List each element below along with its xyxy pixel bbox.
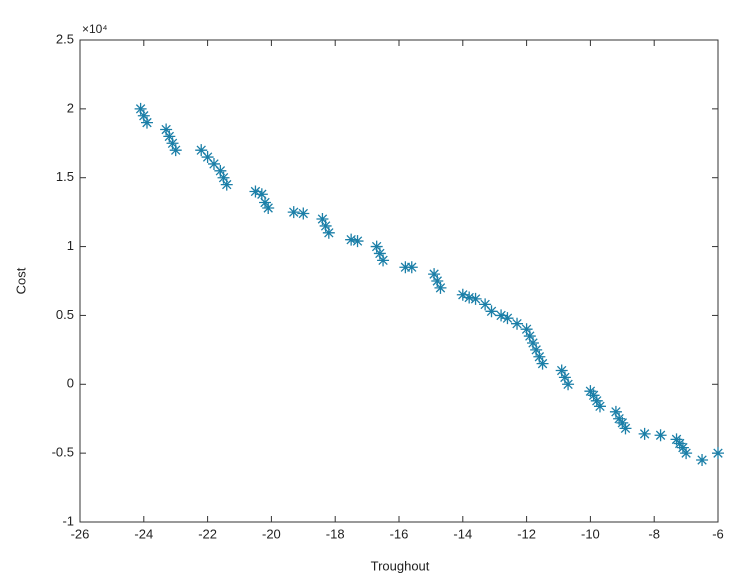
marker [249, 185, 262, 198]
marker [523, 330, 536, 343]
marker [259, 196, 272, 209]
marker [377, 254, 390, 267]
y-tick-label: 1 [67, 238, 74, 253]
marker [255, 188, 268, 201]
marker [169, 144, 182, 157]
marker [495, 309, 508, 322]
marker [479, 298, 492, 311]
marker [207, 157, 220, 170]
marker [555, 364, 568, 377]
x-tick-label: -26 [71, 526, 90, 541]
marker [680, 447, 693, 460]
marker [676, 441, 689, 454]
marker [456, 288, 469, 301]
marker [195, 144, 208, 157]
marker [485, 305, 498, 318]
marker [638, 427, 651, 440]
marker [562, 378, 575, 391]
marker [137, 109, 150, 122]
marker [370, 240, 383, 253]
marker [536, 357, 549, 370]
marker [405, 261, 418, 274]
x-tick-label: -14 [453, 526, 472, 541]
y-tick-label: 1.5 [56, 169, 74, 184]
marker [526, 336, 539, 349]
y-axis-label: Cost [13, 267, 28, 294]
marker [428, 268, 441, 281]
plot-frame [79, 39, 719, 523]
marker [619, 422, 632, 435]
marker [220, 178, 233, 191]
marker [469, 292, 482, 305]
marker [558, 371, 571, 384]
x-tick-label: -16 [390, 526, 409, 541]
x-tick-label: -8 [648, 526, 660, 541]
marker [163, 130, 176, 143]
x-tick-label: -12 [517, 526, 536, 541]
x-axis-label: Troughout [371, 558, 430, 573]
marker [501, 312, 514, 325]
marker [373, 247, 386, 260]
marker [696, 454, 709, 467]
marker [214, 164, 227, 177]
marker [351, 235, 364, 248]
marker [434, 281, 447, 294]
x-tick-label: -20 [262, 526, 281, 541]
marker [319, 219, 332, 232]
marker [712, 447, 724, 460]
marker [345, 233, 358, 246]
y-tick-label: 0.5 [56, 307, 74, 322]
marker [316, 213, 329, 226]
y-tick-label: -1 [62, 513, 74, 528]
marker [590, 394, 603, 407]
marker [201, 151, 214, 164]
marker [511, 317, 524, 330]
marker [160, 123, 173, 136]
marker [297, 207, 310, 220]
marker [613, 412, 626, 425]
marker [609, 405, 622, 418]
x-tick-label: -24 [134, 526, 153, 541]
x-tick-label: -18 [326, 526, 345, 541]
marker [399, 261, 412, 274]
marker [217, 171, 230, 184]
y-tick-label: 2.5 [56, 31, 74, 46]
marker [670, 433, 683, 446]
marker [673, 437, 686, 450]
marker [134, 102, 147, 115]
marker [322, 226, 335, 239]
y-tick-label: 0 [67, 376, 74, 391]
x-tick-label: -10 [581, 526, 600, 541]
marker [520, 323, 533, 336]
marker [584, 385, 597, 398]
marker [463, 291, 476, 304]
marker [616, 416, 629, 429]
x-tick-label: -22 [198, 526, 217, 541]
marker [593, 400, 606, 413]
y-multiplier: ×10⁴ [82, 22, 108, 36]
y-tick-label: -0.5 [52, 445, 74, 460]
marker [533, 350, 546, 363]
marker [166, 137, 179, 150]
y-tick-label: 2 [67, 100, 74, 115]
marker [287, 206, 300, 219]
x-tick-label: -6 [712, 526, 724, 541]
marker [654, 429, 667, 442]
marker [140, 116, 153, 129]
marker [587, 389, 600, 402]
marker [431, 275, 444, 287]
marker [530, 343, 543, 356]
marker [262, 202, 275, 215]
